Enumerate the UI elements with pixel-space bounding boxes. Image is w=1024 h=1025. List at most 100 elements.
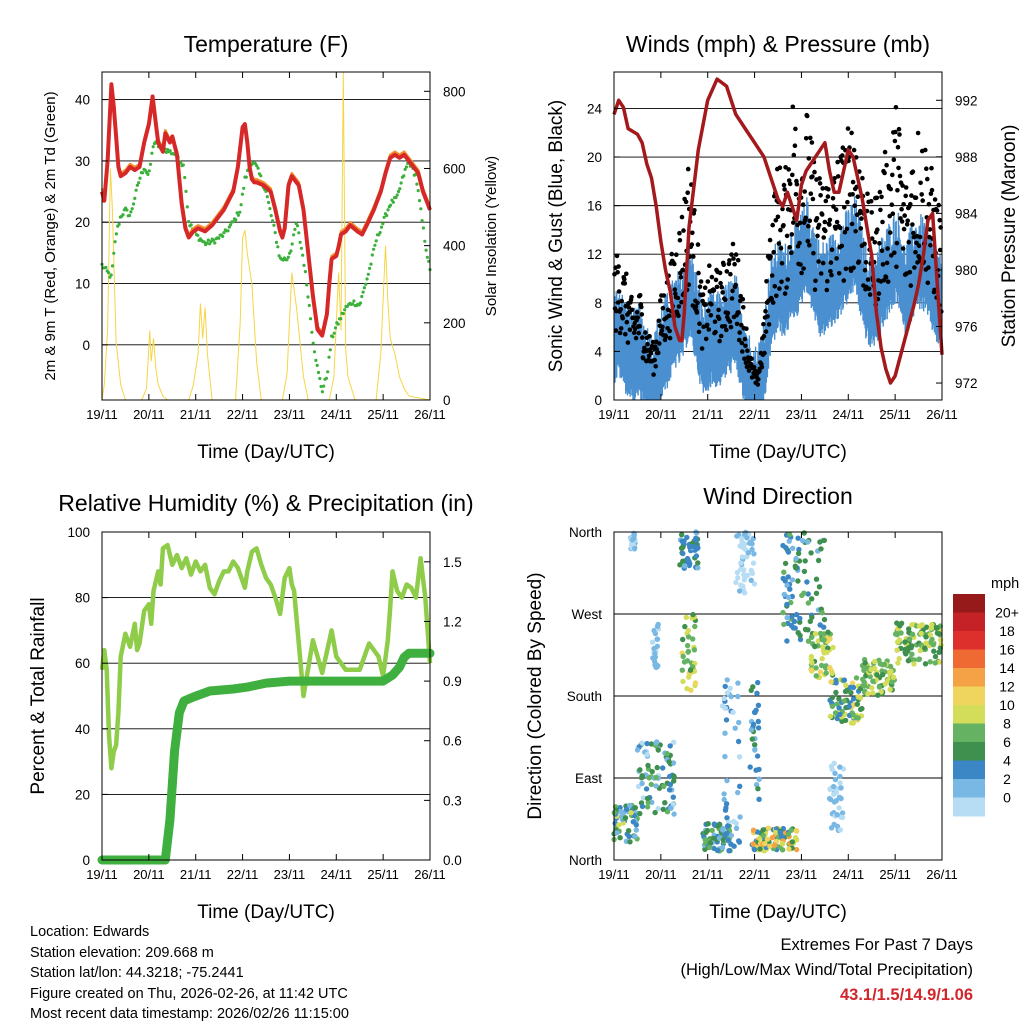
direction-point bbox=[661, 783, 667, 790]
dewpoint-point bbox=[134, 188, 138, 192]
direction-point bbox=[895, 660, 901, 666]
direction-point bbox=[800, 538, 806, 544]
gust-point bbox=[895, 144, 901, 150]
direction-point bbox=[805, 591, 811, 597]
x-tick-label: 22/11 bbox=[739, 407, 771, 422]
y-tick-label: 40 bbox=[75, 93, 90, 108]
direction-point bbox=[780, 542, 786, 549]
direction-point bbox=[733, 579, 739, 586]
gust-point bbox=[645, 341, 650, 347]
gust-point bbox=[782, 187, 787, 192]
direction-point bbox=[653, 774, 659, 781]
direction-point bbox=[767, 843, 773, 849]
direction-point bbox=[644, 751, 650, 758]
x-tick-label: 25/11 bbox=[879, 407, 911, 422]
dewpoint-point bbox=[209, 240, 213, 244]
gust-point bbox=[862, 241, 867, 247]
gust-point bbox=[695, 300, 700, 306]
station-pressure-line bbox=[612, 77, 944, 385]
direction-point bbox=[632, 805, 638, 811]
gust-point bbox=[853, 229, 858, 234]
gust-point bbox=[817, 176, 822, 181]
direction-point bbox=[639, 773, 645, 779]
gust-point bbox=[789, 250, 794, 255]
gust-point bbox=[883, 275, 889, 280]
direction-point bbox=[813, 665, 819, 671]
gust-point bbox=[831, 204, 836, 209]
direction-point bbox=[720, 837, 727, 843]
dewpoint-point bbox=[240, 192, 244, 196]
direction-point bbox=[909, 622, 915, 628]
direction-point bbox=[614, 830, 620, 836]
gust-point bbox=[927, 227, 933, 232]
direction-point bbox=[784, 615, 790, 621]
direction-point bbox=[898, 630, 904, 636]
dewpoint-point bbox=[369, 262, 373, 266]
colorbar-swatch bbox=[953, 742, 985, 761]
direction-point bbox=[801, 530, 807, 536]
gust-point bbox=[786, 167, 791, 172]
direction-point bbox=[645, 762, 651, 769]
gust-point bbox=[656, 350, 661, 356]
gust-point bbox=[673, 291, 678, 297]
direction-point bbox=[808, 634, 815, 640]
direction-point bbox=[723, 801, 730, 807]
direction-point bbox=[655, 805, 661, 812]
direction-point bbox=[786, 538, 792, 544]
gust-point bbox=[840, 153, 845, 158]
dewpoint-point bbox=[394, 196, 398, 200]
gust-point bbox=[813, 278, 818, 284]
gust-point bbox=[631, 330, 637, 336]
gust-point bbox=[798, 262, 803, 267]
direction-point bbox=[827, 713, 834, 720]
gust-point bbox=[693, 304, 699, 309]
colorbar-swatch bbox=[953, 631, 985, 650]
gust-point bbox=[929, 165, 934, 171]
direction-point bbox=[654, 739, 660, 745]
gust-point bbox=[703, 336, 709, 342]
direction-point bbox=[764, 836, 770, 842]
dewpoint-point bbox=[358, 301, 363, 305]
direction-point bbox=[819, 636, 826, 643]
direction-point bbox=[815, 557, 822, 564]
temperature-2m-line bbox=[100, 82, 432, 338]
direction-point bbox=[748, 577, 754, 583]
dewpoint-point bbox=[181, 163, 185, 167]
y-tick-label: 0 bbox=[594, 393, 602, 408]
temperature-y-label: 2m & 9m T (Red, Orange) & 2m Td (Green) bbox=[42, 91, 59, 380]
dewpoint-point bbox=[179, 161, 183, 165]
direction-point bbox=[842, 717, 849, 724]
gust-point bbox=[895, 188, 900, 193]
gust-point bbox=[756, 377, 761, 382]
direction-point bbox=[938, 637, 944, 643]
direction-point bbox=[779, 840, 785, 847]
dewpoint-point bbox=[259, 174, 263, 178]
direction-point bbox=[666, 759, 672, 765]
gust-point bbox=[856, 259, 862, 265]
gust-point bbox=[885, 246, 890, 251]
direction-point bbox=[685, 648, 692, 655]
gust-point bbox=[802, 189, 807, 194]
gust-point bbox=[620, 315, 625, 321]
gust-point bbox=[616, 264, 621, 269]
dewpoint-point bbox=[319, 384, 323, 389]
direction-point bbox=[796, 546, 802, 553]
colorbar-swatch bbox=[953, 705, 985, 724]
y2-tick-label: 976 bbox=[955, 319, 978, 334]
dewpoint-point bbox=[112, 251, 116, 255]
gust-point bbox=[713, 277, 719, 283]
direction-point bbox=[827, 636, 833, 642]
direction-point bbox=[789, 577, 796, 583]
x-tick-label: 20/11 bbox=[133, 867, 165, 882]
direction-point bbox=[670, 760, 677, 766]
dewpoint-point bbox=[395, 193, 399, 197]
direction-point bbox=[652, 662, 658, 668]
dewpoint-point bbox=[130, 207, 134, 211]
x-tick-label: 24/11 bbox=[832, 867, 864, 882]
gust-point bbox=[834, 219, 840, 225]
direction-point bbox=[724, 777, 730, 784]
direction-point bbox=[692, 680, 699, 686]
direction-chart: Wind Direction 19/11 20/11 21/11 22/11 23/11… bbox=[525, 483, 1019, 923]
dewpoint-point bbox=[366, 272, 370, 276]
gust-point bbox=[744, 326, 749, 332]
